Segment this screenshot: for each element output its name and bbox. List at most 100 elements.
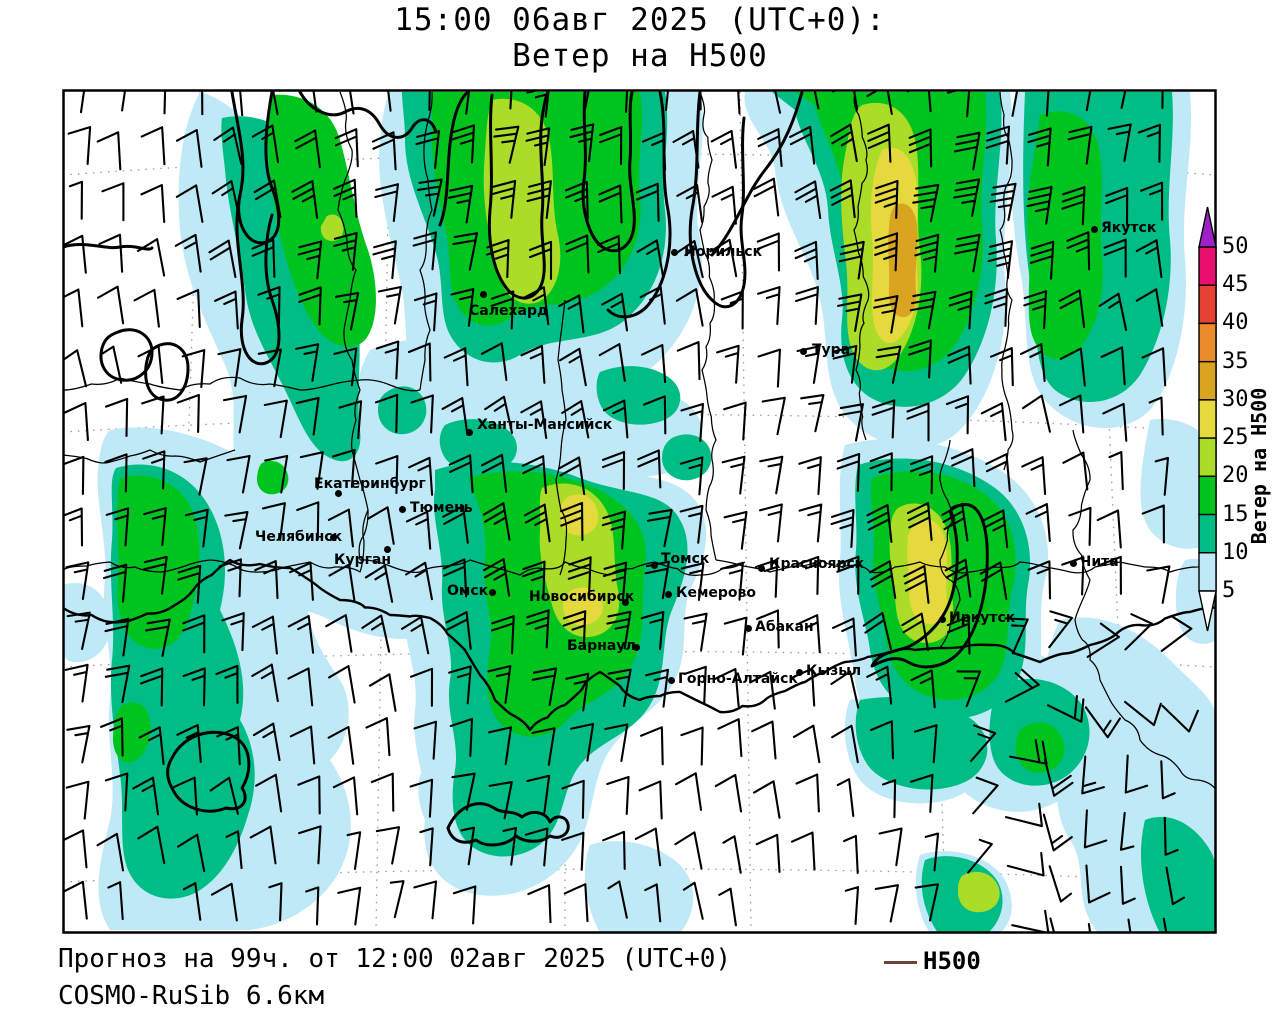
wind-barb: [941, 502, 969, 542]
wind-barb: [909, 290, 937, 330]
city-label: Екатеринбург: [314, 476, 426, 492]
wind-barb: [64, 455, 85, 495]
city-dot: [466, 429, 473, 436]
wind-barb: [502, 826, 518, 866]
wind-barb: [1139, 181, 1164, 221]
wind-barb: [924, 832, 940, 872]
wind-barb: [989, 182, 1017, 222]
city-dot: [1070, 560, 1077, 567]
colorbar-tick-label: 40: [1222, 310, 1249, 336]
wind-barb: [522, 286, 550, 326]
wind-barb: [449, 717, 474, 757]
wind-barb: [442, 505, 469, 544]
wind-barb: [526, 180, 552, 219]
city-label: Абакан: [755, 619, 814, 635]
wind-barb: [832, 344, 858, 384]
colorbar-tick-label: 45: [1222, 272, 1249, 298]
wind-barb: [680, 726, 704, 766]
wind-barb: [606, 610, 632, 650]
wind-barb: [140, 184, 166, 224]
wind-barb: [251, 615, 278, 655]
wind-barbs: [64, 91, 1199, 932]
wind-barb: [182, 614, 206, 654]
wind-barb: [104, 772, 129, 812]
h500-key-line: [884, 961, 917, 964]
wind-barb: [569, 123, 595, 163]
wind-barb: [1084, 706, 1122, 739]
wind-barb: [1004, 668, 1040, 703]
wind-barb: [1135, 288, 1164, 327]
wind-barb: [638, 780, 663, 820]
wind-barb: [299, 451, 324, 490]
wind-barb: [490, 290, 515, 330]
city-label: Тура: [812, 342, 851, 358]
wind-barb: [881, 779, 897, 819]
wind-barb: [295, 396, 320, 436]
wind-barb: [715, 91, 741, 115]
wind-barb: [1146, 565, 1171, 604]
wind-barb: [215, 664, 239, 704]
wind-barb: [132, 776, 160, 816]
wind-barb: [906, 402, 930, 442]
colorbar-segment: [1198, 284, 1217, 325]
city-label: Кемерово: [676, 585, 756, 601]
wind-barb: [102, 563, 128, 603]
wind-barb: [289, 561, 314, 601]
wind-barb: [645, 668, 669, 708]
wind-barb: [561, 779, 585, 819]
wind-barb: [604, 723, 629, 763]
wind-barb: [844, 886, 860, 926]
city-label: Барнаул: [567, 638, 636, 654]
wind-barb: [679, 456, 704, 496]
wind-barb: [1105, 186, 1129, 227]
wind-barb: [756, 609, 780, 649]
wind-barb: [683, 665, 707, 705]
wind-barb: [646, 508, 673, 548]
wind-barb: [1119, 865, 1136, 905]
wind-barb: [389, 880, 405, 919]
wind-barb: [460, 826, 476, 866]
wind-barb: [1102, 402, 1128, 442]
wind-barb: [987, 240, 1014, 280]
wind-barb: [675, 288, 704, 327]
wind-barb: [493, 125, 520, 164]
wind-barb: [984, 287, 1008, 328]
wind-barb: [672, 130, 700, 169]
region-border: [555, 299, 568, 576]
wind-barb: [873, 295, 899, 334]
city-dot: [480, 291, 487, 298]
colorbar-tick-label: 30: [1222, 386, 1249, 412]
wind-barb: [104, 617, 130, 657]
wind-barb: [985, 453, 1011, 493]
page-title: 15:00 06авг 2025 (UTC+0):: [394, 2, 886, 38]
colorbar-tick-label: 20: [1222, 463, 1249, 489]
wind-barb: [409, 667, 434, 707]
colorbar-title: Ветер на H500: [1247, 387, 1271, 545]
wind-barb: [305, 886, 320, 926]
wind-barb: [295, 343, 320, 382]
wind-barb: [718, 887, 737, 927]
wind-barb: [1068, 506, 1092, 546]
city-label: Курган: [334, 552, 392, 568]
wind-barb: [723, 510, 748, 550]
wind-barb: [520, 344, 546, 384]
wind-barb: [909, 773, 934, 813]
wind-barb: [757, 286, 781, 326]
wind-barb: [484, 395, 514, 434]
wind-barb: [866, 504, 893, 543]
wind-barb: [637, 449, 662, 489]
wind-barb: [564, 180, 589, 220]
wind-barb: [333, 231, 358, 271]
wind-barb: [752, 177, 780, 217]
wind-barb: [175, 184, 204, 223]
wind-barb: [875, 345, 902, 384]
wind-barb: [1160, 760, 1176, 800]
wind-barb: [452, 885, 477, 925]
wind-barb: [1023, 290, 1048, 330]
wind-barb: [413, 292, 438, 332]
region-border: [64, 449, 236, 464]
city-label: Чита: [1080, 554, 1119, 570]
wind-barb: [482, 558, 511, 597]
region-border: [715, 559, 1215, 574]
wind-barb: [226, 454, 251, 494]
